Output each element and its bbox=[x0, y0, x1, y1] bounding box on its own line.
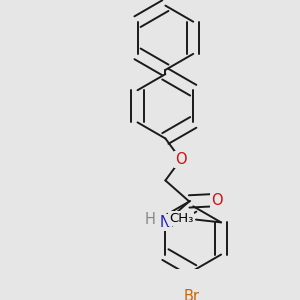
Text: O: O bbox=[175, 152, 187, 167]
Text: O: O bbox=[211, 193, 223, 208]
Text: CH₃: CH₃ bbox=[169, 212, 193, 225]
Text: H: H bbox=[145, 212, 155, 227]
Text: N: N bbox=[160, 215, 171, 230]
Text: Br: Br bbox=[184, 289, 200, 300]
